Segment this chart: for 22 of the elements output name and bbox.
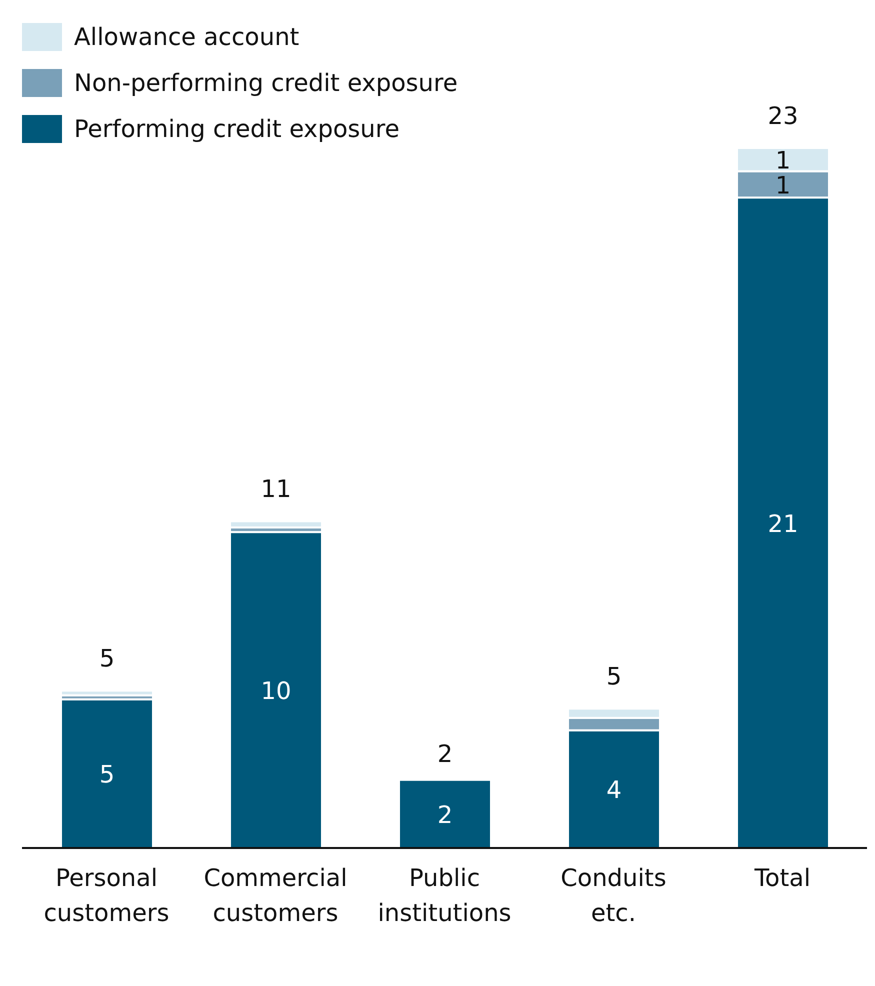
- total-label: 11: [260, 475, 292, 504]
- x-tick-label: Conduits etc.: [560, 864, 666, 927]
- x-tick-label: Total: [753, 864, 811, 892]
- bar: [398, 778, 492, 849]
- total-label: 2: [437, 740, 453, 768]
- total-label: 23: [768, 102, 798, 130]
- data-label: 21: [768, 510, 798, 538]
- data-label: 10: [260, 677, 292, 706]
- legend-label: Allowance account: [74, 23, 300, 51]
- total-label: 5: [99, 644, 115, 673]
- data-label: 4: [606, 776, 622, 804]
- x-tick-label: Personal customers: [44, 864, 170, 927]
- data-label: 2: [437, 800, 453, 829]
- x-tick-label: Public institutions: [378, 864, 512, 927]
- total-label: 5: [606, 662, 622, 691]
- x-tick-label: Commercial customers: [204, 864, 348, 927]
- bar: [60, 698, 154, 849]
- legend-label: Non-performing credit exposure: [74, 69, 458, 97]
- bar: [60, 690, 154, 696]
- legend-label: Performing credit exposure: [74, 115, 400, 143]
- bar: [229, 531, 323, 849]
- data-label: 5: [99, 760, 115, 789]
